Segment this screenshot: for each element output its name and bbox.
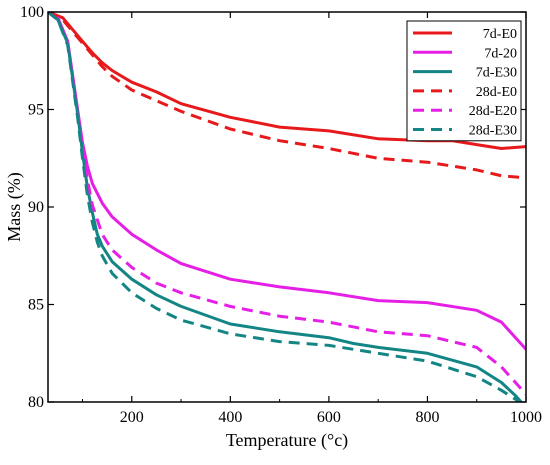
x-axis-label: Temperature (°c) <box>226 430 348 451</box>
y-tick-label: 85 <box>28 297 44 314</box>
y-tick-label: 95 <box>28 102 44 119</box>
legend-label-28d-E0: 28d-E0 <box>476 85 517 100</box>
y-tick-label: 90 <box>28 199 44 216</box>
legend-label-28d-E20: 28d-E20 <box>469 104 517 119</box>
x-tick-label: 600 <box>317 409 341 426</box>
x-tick-label: 1000 <box>510 409 542 426</box>
legend: 7d-E0 7d-20 7d-E30 28d-E0 28d-E20 28d-E30 <box>406 20 522 142</box>
x-tick-label: 800 <box>415 409 439 426</box>
y-tick-label: 80 <box>28 394 44 411</box>
legend-label-7d-E0: 7d-E0 <box>483 27 517 42</box>
y-axis-label: Mass (%) <box>4 172 25 242</box>
series-line-28d-E30 <box>48 12 523 402</box>
legend-label-7d-20: 7d-20 <box>484 46 517 61</box>
x-tick-label: 400 <box>218 409 242 426</box>
ticks-layer: 200 400 600 800 1000 80 85 90 95 100 <box>20 4 542 426</box>
series-line-28d-E0 <box>48 12 526 180</box>
x-tick-label: 200 <box>120 409 144 426</box>
legend-box <box>406 20 522 142</box>
legend-label-28d-E30: 28d-E30 <box>469 124 517 139</box>
legend-label-7d-E30: 7d-E30 <box>476 66 517 81</box>
y-tick-label: 100 <box>20 4 44 21</box>
